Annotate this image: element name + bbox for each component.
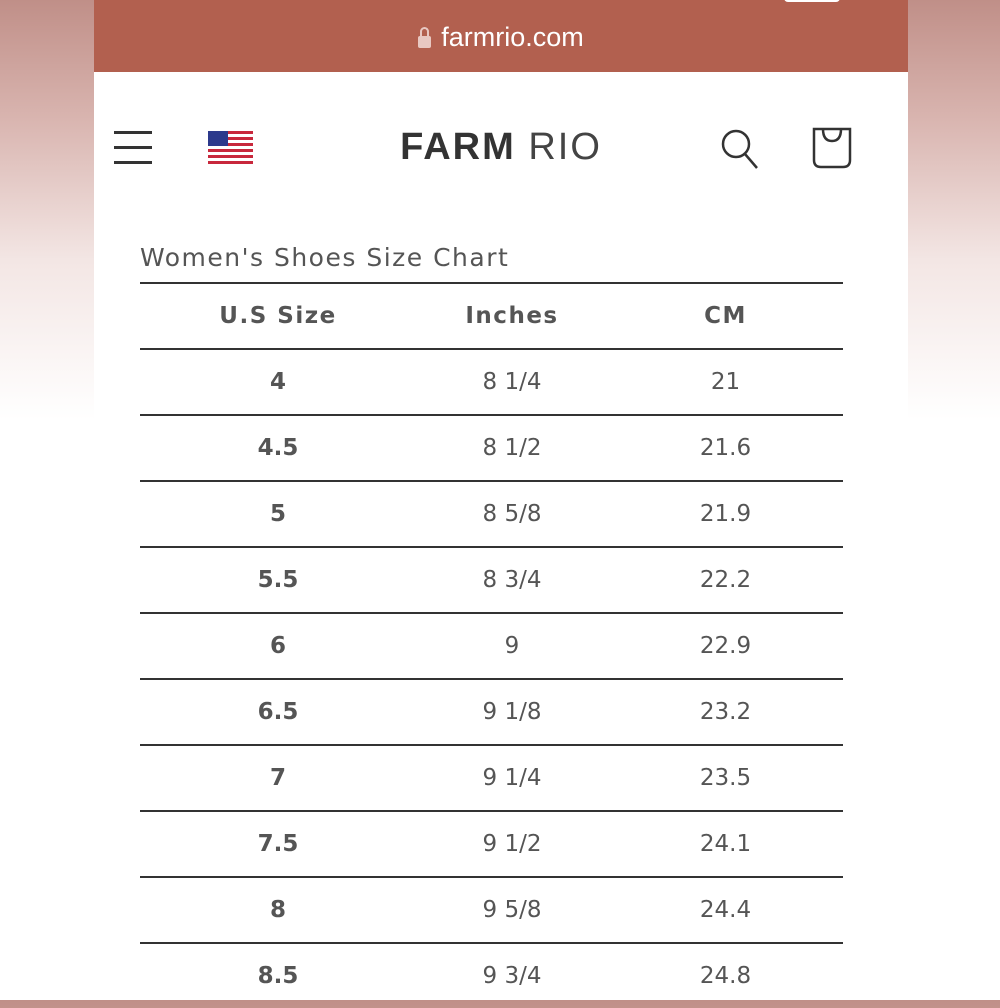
cm-cell: 23.5 xyxy=(608,744,843,811)
us-size-cell: 4 xyxy=(140,348,416,415)
us-flag-icon[interactable] xyxy=(208,131,253,164)
us-size-cell: 7.5 xyxy=(140,810,416,877)
us-size-cell: 5 xyxy=(140,480,416,547)
inches-cell: 8 3/4 xyxy=(416,546,608,613)
inches-cell: 9 1/2 xyxy=(416,810,608,877)
phone-screen: farmrio.com FARM RIO Women's Shoes Size … xyxy=(94,0,908,1008)
cm-cell: 22.9 xyxy=(608,612,843,679)
inches-cell: 9 5/8 xyxy=(416,876,608,943)
table-row: 6.5 9 1/8 23.2 xyxy=(140,678,843,745)
column-header: CM xyxy=(608,282,843,349)
cm-cell: 21 xyxy=(608,348,843,415)
inches-cell: 8 5/8 xyxy=(416,480,608,547)
cm-cell: 21.9 xyxy=(608,480,843,547)
cm-cell: 22.2 xyxy=(608,546,843,613)
battery-icon xyxy=(784,0,840,2)
column-header: U.S Size xyxy=(140,282,416,349)
cm-cell: 21.6 xyxy=(608,414,843,481)
inches-cell: 9 1/8 xyxy=(416,678,608,745)
table-row: 6 9 22.9 xyxy=(140,612,843,679)
cm-cell: 24.8 xyxy=(608,942,843,1008)
table-row: 4.5 8 1/2 21.6 xyxy=(140,414,843,481)
us-size-cell: 7 xyxy=(140,744,416,811)
table-row: 5.5 8 3/4 22.2 xyxy=(140,546,843,613)
us-size-cell: 8 xyxy=(140,876,416,943)
inches-cell: 9 3/4 xyxy=(416,942,608,1008)
table-row: 7.5 9 1/2 24.1 xyxy=(140,810,843,877)
table-row: 8.5 9 3/4 24.8 xyxy=(140,942,843,1008)
inches-cell: 9 xyxy=(416,612,608,679)
search-icon[interactable] xyxy=(720,128,760,170)
lock-icon xyxy=(418,27,432,48)
cm-cell: 24.4 xyxy=(608,876,843,943)
cm-cell: 24.1 xyxy=(608,810,843,877)
browser-url-bar[interactable]: farmrio.com xyxy=(94,0,908,72)
us-size-cell: 5.5 xyxy=(140,546,416,613)
shopping-bag-icon[interactable] xyxy=(810,126,856,170)
inches-cell: 8 1/2 xyxy=(416,414,608,481)
table-header-row: U.S Size Inches CM xyxy=(140,282,843,349)
us-size-cell: 4.5 xyxy=(140,414,416,481)
us-size-cell: 6 xyxy=(140,612,416,679)
cm-cell: 23.2 xyxy=(608,678,843,745)
menu-icon[interactable] xyxy=(114,131,152,165)
farm-rio-logo[interactable]: FARM RIO xyxy=(400,126,602,168)
url-text: farmrio.com xyxy=(441,22,584,52)
us-size-cell: 8.5 xyxy=(140,942,416,1008)
column-header: Inches xyxy=(416,282,608,349)
inches-cell: 9 1/4 xyxy=(416,744,608,811)
size-chart-title: Women's Shoes Size Chart xyxy=(140,243,510,272)
inches-cell: 8 1/4 xyxy=(416,348,608,415)
us-size-cell: 6.5 xyxy=(140,678,416,745)
url-display[interactable]: farmrio.com xyxy=(94,22,908,53)
